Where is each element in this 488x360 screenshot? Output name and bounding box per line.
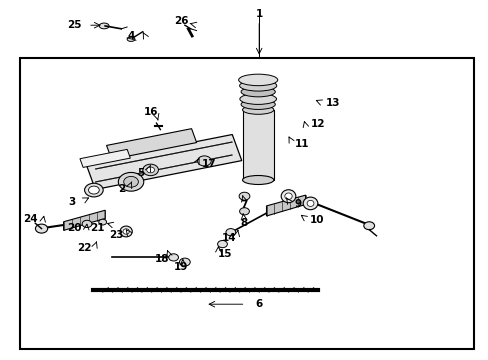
Ellipse shape bbox=[239, 80, 276, 91]
Text: 20: 20 bbox=[67, 222, 81, 233]
Ellipse shape bbox=[84, 183, 103, 197]
Text: 11: 11 bbox=[294, 139, 309, 149]
Ellipse shape bbox=[284, 193, 291, 199]
Text: 16: 16 bbox=[143, 107, 158, 117]
Bar bbox=[20, 58, 473, 349]
Ellipse shape bbox=[239, 208, 249, 215]
Text: 6: 6 bbox=[255, 299, 262, 309]
Text: 4: 4 bbox=[127, 31, 135, 41]
Ellipse shape bbox=[242, 105, 273, 114]
Text: 8: 8 bbox=[240, 218, 246, 228]
Polygon shape bbox=[86, 135, 241, 189]
Polygon shape bbox=[95, 155, 232, 182]
Ellipse shape bbox=[363, 222, 374, 230]
Text: 9: 9 bbox=[294, 199, 301, 210]
Ellipse shape bbox=[240, 94, 276, 104]
Polygon shape bbox=[266, 195, 305, 216]
Ellipse shape bbox=[36, 224, 48, 233]
Text: 21: 21 bbox=[90, 222, 105, 233]
Ellipse shape bbox=[217, 240, 227, 248]
Text: 7: 7 bbox=[239, 200, 247, 210]
Ellipse shape bbox=[82, 220, 92, 228]
Text: 2: 2 bbox=[118, 184, 124, 194]
Text: 25: 25 bbox=[67, 20, 81, 30]
Text: 1: 1 bbox=[255, 9, 262, 19]
Ellipse shape bbox=[118, 172, 143, 191]
Ellipse shape bbox=[238, 74, 277, 86]
Ellipse shape bbox=[239, 192, 249, 200]
Text: 10: 10 bbox=[309, 215, 324, 225]
Ellipse shape bbox=[123, 176, 138, 187]
Text: 12: 12 bbox=[310, 119, 325, 129]
Text: 24: 24 bbox=[23, 214, 38, 224]
Text: 19: 19 bbox=[173, 262, 188, 272]
Polygon shape bbox=[95, 142, 232, 169]
Text: 22: 22 bbox=[77, 243, 91, 253]
Ellipse shape bbox=[241, 99, 275, 109]
Ellipse shape bbox=[168, 254, 178, 261]
Ellipse shape bbox=[197, 156, 211, 166]
Text: 14: 14 bbox=[221, 233, 236, 243]
Ellipse shape bbox=[120, 226, 132, 237]
Ellipse shape bbox=[99, 219, 106, 225]
Polygon shape bbox=[106, 129, 196, 159]
Ellipse shape bbox=[241, 87, 275, 97]
Text: 26: 26 bbox=[173, 16, 188, 26]
Text: 5: 5 bbox=[137, 168, 144, 178]
Ellipse shape bbox=[303, 197, 317, 210]
Text: 17: 17 bbox=[202, 159, 216, 169]
Ellipse shape bbox=[146, 167, 154, 173]
Ellipse shape bbox=[88, 186, 99, 194]
Ellipse shape bbox=[281, 190, 295, 203]
Text: 23: 23 bbox=[109, 230, 123, 240]
Ellipse shape bbox=[127, 37, 135, 41]
Ellipse shape bbox=[123, 229, 129, 234]
Text: 15: 15 bbox=[217, 249, 232, 259]
Text: 18: 18 bbox=[155, 254, 169, 264]
Text: 3: 3 bbox=[69, 197, 76, 207]
Polygon shape bbox=[63, 210, 105, 230]
Ellipse shape bbox=[225, 229, 235, 236]
Ellipse shape bbox=[242, 176, 273, 185]
Ellipse shape bbox=[142, 164, 158, 176]
Ellipse shape bbox=[179, 258, 190, 266]
Bar bbox=[242, 110, 273, 180]
Ellipse shape bbox=[99, 23, 109, 29]
Text: 13: 13 bbox=[325, 98, 340, 108]
Polygon shape bbox=[80, 149, 130, 167]
Ellipse shape bbox=[306, 200, 313, 207]
